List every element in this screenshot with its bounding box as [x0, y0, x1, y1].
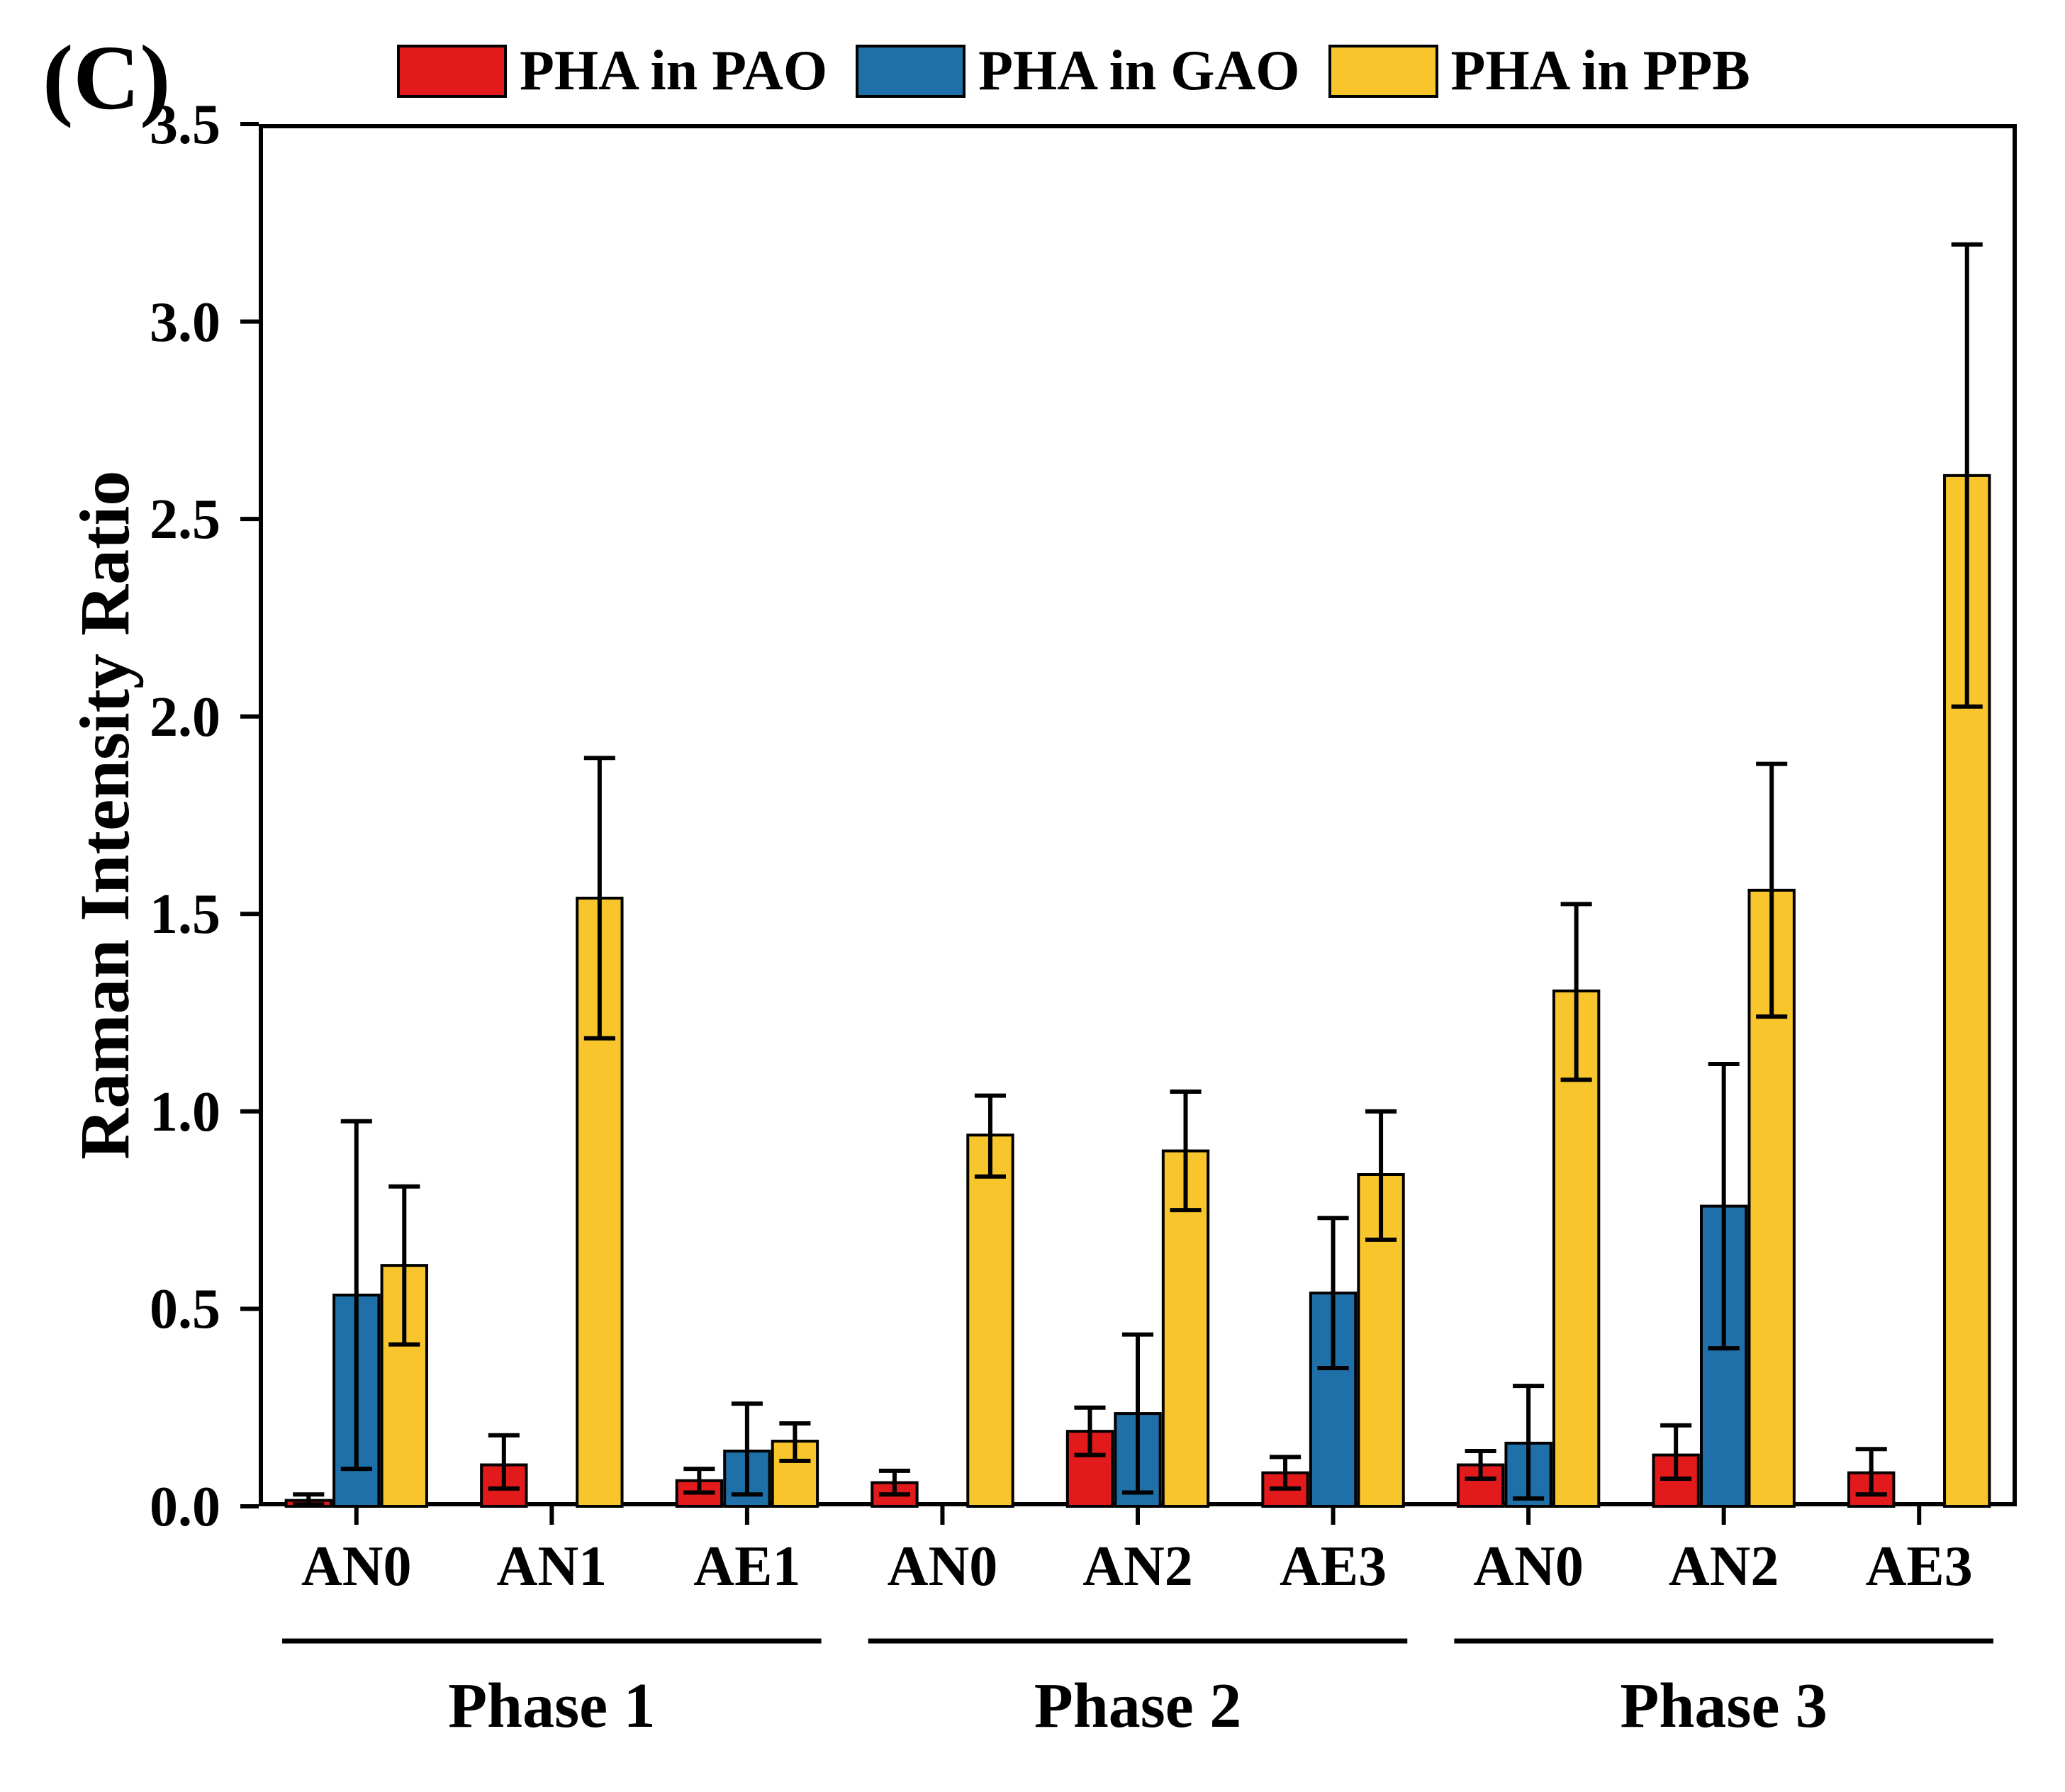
y-tick-label: 2.0 [150, 685, 220, 750]
phase-label: Phase 2 [1034, 1669, 1242, 1742]
plot-area [259, 124, 2017, 1506]
y-tick-label: 0.0 [150, 1475, 220, 1540]
legend-item: PHA in GAO [856, 39, 1299, 103]
legend-item: PHA in PAO [397, 39, 827, 103]
chart-root: (C) PHA in PAOPHA in GAOPHA in PPB Raman… [0, 0, 2065, 1792]
x-category-label: AN0 [301, 1535, 412, 1599]
x-category-label: AN1 [497, 1535, 608, 1599]
y-tick-label: 0.5 [150, 1277, 220, 1342]
x-category-label: AE3 [1280, 1535, 1387, 1599]
x-category-label: AE1 [693, 1535, 800, 1599]
legend-swatch [397, 45, 507, 98]
legend-swatch [856, 45, 966, 98]
legend-swatch [1328, 45, 1438, 98]
y-tick-label: 1.5 [150, 883, 220, 947]
y-tick-label: 2.5 [150, 488, 220, 552]
bar [968, 1135, 1012, 1506]
y-tick-label: 3.5 [150, 93, 220, 157]
x-category-label: AE3 [1866, 1535, 1973, 1599]
legend-item: PHA in PPB [1328, 39, 1750, 103]
phase-label: Phase 3 [1620, 1669, 1828, 1742]
legend-label: PHA in GAO [978, 39, 1299, 103]
y-axis-label: Raman Intensity Ratio [64, 471, 145, 1160]
x-category-label: AN2 [1082, 1535, 1193, 1599]
legend-label: PHA in PAO [520, 39, 827, 103]
y-tick-label: 3.0 [150, 291, 220, 355]
y-tick-label: 1.0 [150, 1080, 220, 1145]
phase-label: Phase 1 [448, 1669, 656, 1742]
x-category-label: AN2 [1669, 1535, 1779, 1599]
legend-label: PHA in PPB [1451, 39, 1750, 103]
x-category-label: AN0 [1473, 1535, 1584, 1599]
x-category-label: AN0 [888, 1535, 998, 1599]
legend: PHA in PAO PHA in GAO PHA in PPB [397, 39, 1779, 103]
